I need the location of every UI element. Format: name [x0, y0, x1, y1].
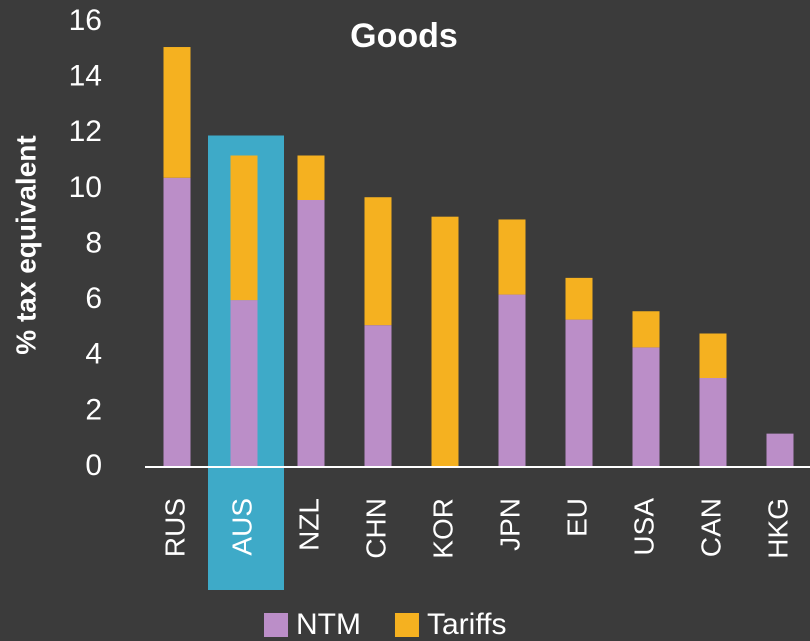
x-tick-label: HKG [762, 498, 793, 559]
x-tick-label: AUS [226, 498, 257, 556]
bar-segment [364, 197, 392, 326]
x-tick-label: KOR [427, 498, 458, 559]
legend-swatch [394, 613, 419, 637]
bar-segment [364, 325, 392, 467]
bar-segment [498, 294, 526, 467]
legend-swatch [264, 613, 288, 637]
x-tick-label: EU [561, 498, 592, 537]
bar-segment [230, 155, 258, 301]
y-tick-label: 16 [69, 4, 102, 37]
chart-title: Goods [350, 17, 458, 55]
bar-segment [632, 311, 660, 348]
x-tick-label: NZL [293, 498, 324, 551]
x-tick-label: USA [628, 498, 659, 556]
bar-segment [498, 219, 526, 295]
bar-segment [766, 433, 794, 467]
bar-segment [699, 333, 727, 378]
bar-segment [699, 378, 727, 467]
x-tick-label: CHN [360, 498, 391, 559]
y-tick-label: 0 [85, 449, 102, 482]
y-axis-label: % tax equivalent [10, 135, 41, 354]
bar-segment [565, 277, 593, 320]
y-tick-label: 4 [85, 338, 102, 371]
y-tick-label: 2 [85, 393, 102, 426]
bar-segment [632, 347, 660, 467]
x-tick-label: CAN [695, 498, 726, 557]
bar-segment [565, 319, 593, 467]
y-tick-label: 10 [69, 171, 102, 204]
bar-segment [163, 47, 191, 178]
bar-segment [163, 177, 191, 467]
x-tick-label: RUS [159, 498, 190, 557]
x-tick-label: JPN [494, 498, 525, 551]
y-tick-label: 8 [85, 226, 102, 259]
y-tick-label: 6 [85, 282, 102, 315]
bar-segment [230, 300, 258, 467]
y-tick-label: 14 [69, 60, 102, 93]
legend-label: NTM [296, 608, 361, 641]
y-tick-label: 12 [69, 115, 102, 148]
bar-segment [431, 216, 459, 467]
legend-label: Tariffs [427, 608, 506, 641]
bar-segment [297, 200, 325, 467]
bar-segment [297, 155, 325, 200]
